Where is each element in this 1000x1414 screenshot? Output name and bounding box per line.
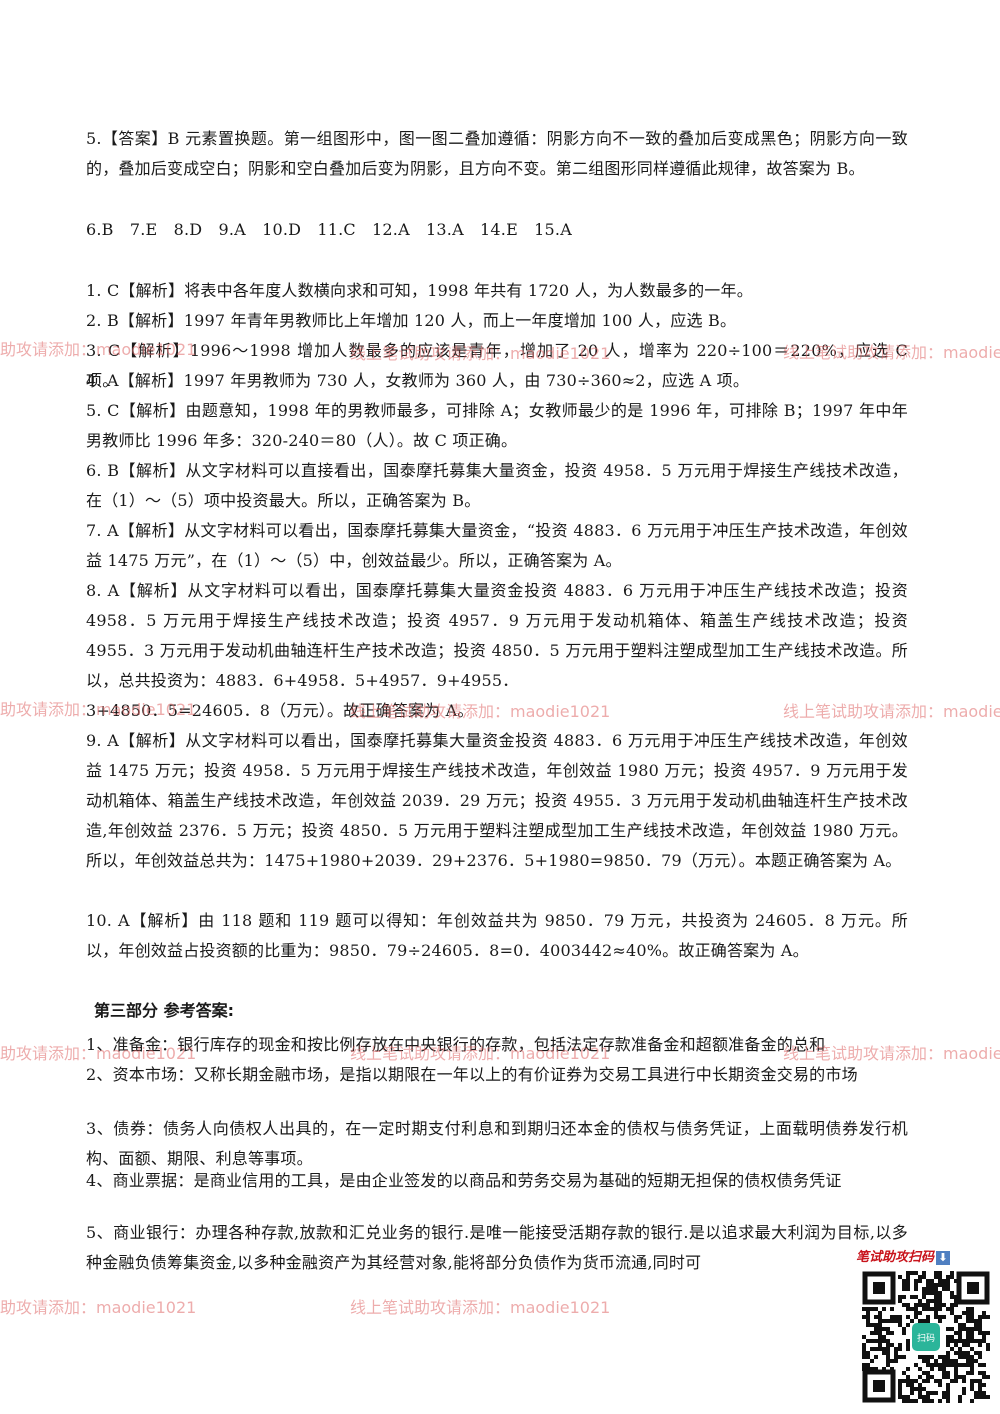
qr-center-label: 扫码 [917,1332,935,1344]
analysis-paragraph: 2. B【解析】1997 年青年男教师比上年增加 120 人，而上一年度增加 1… [86,311,737,330]
definition-paragraph: 1、准备金：银行库存的现金和按比例存放在中央银行的存款，包括法定存款准备金和超额… [86,1035,826,1054]
section-heading: 第三部分 参考答案: [94,1001,234,1020]
analysis-paragraph: 8. A【解析】从文字材料可以看出，国泰摩托募集大量资金投资 4883．6 万元… [86,581,908,690]
arrow-down-icon: ⬇ [936,1250,951,1265]
analysis-paragraph: 5. C【解析】由题意知，1998 年的男教师最多，可排除 A；女教师最少的是 … [86,401,908,450]
answer-list: 6.B 7.E 8.D 9.A 10.D 11.C 12.A 13.A 14.E… [86,220,572,239]
definition-paragraph: 4、商业票据：是商业信用的工具，是由企业签发的以商品和劳务交易为基础的短期无担保… [86,1171,842,1190]
definition-paragraph: 3、债券：债务人向债权人出具的，在一定时期支付利息和到期归还本金的债权与债务凭证… [86,1119,908,1168]
qr-code-promo[interactable]: 笔试助攻扫码 ⬇ 扫码 [856,1247,996,1407]
analysis-paragraph: 7. A【解析】从文字材料可以看出，国泰摩托募集大量资金，“投资 4883．6 … [86,521,908,570]
definition-paragraph: 2、资本市场：又称长期金融市场，是指以期限在一年以上的有价证券为交易工具进行中长… [86,1065,858,1084]
watermark: 助攻请添加：maodie1021 [0,1298,197,1317]
qr-caption-text: 笔试助攻扫码 [856,1250,935,1265]
analysis-paragraph: 1. C【解析】将表中各年度人数横向求和可知，1998 年共有 1720 人，为… [86,281,753,300]
watermark: 线上笔试助攻请添加：maodie1021 [350,1298,611,1317]
analysis-paragraph: 6. B【解析】从文字材料可以直接看出，国泰摩托募集大量资金，投资 4958．5… [86,461,908,510]
analysis-paragraph: 9. A【解析】从文字材料可以看出，国泰摩托募集大量资金投资 4883．6 万元… [86,731,908,870]
analysis-paragraph: 3+4850．5=24605．8（万元）。故正确答案为 A。 [86,701,474,720]
qr-code-icon[interactable]: 扫码 [862,1271,990,1403]
answer-paragraph: 5.【答案】B 元素置换题。第一组图形中，图一图二叠加遵循：阴影方向不一致的叠加… [86,129,908,178]
definition-paragraph: 5、商业银行：办理各种存款,放款和汇兑业务的银行.是唯一能接受活期存款的银行.是… [86,1223,908,1272]
qr-center-logo [912,1323,940,1351]
analysis-paragraph: 4. A【解析】1997 年男教师为 730 人，女教师为 360 人，由 73… [86,371,750,390]
analysis-paragraph: 10. A【解析】由 118 题和 119 题可以得知：年创效益共为 9850．… [86,911,908,960]
qr-caption: 笔试助攻扫码 ⬇ [856,1247,996,1269]
analysis-paragraph: 3. C【解析】1996～1998 增加人数最多的应该是青年，增加了 20 人，… [86,341,908,390]
